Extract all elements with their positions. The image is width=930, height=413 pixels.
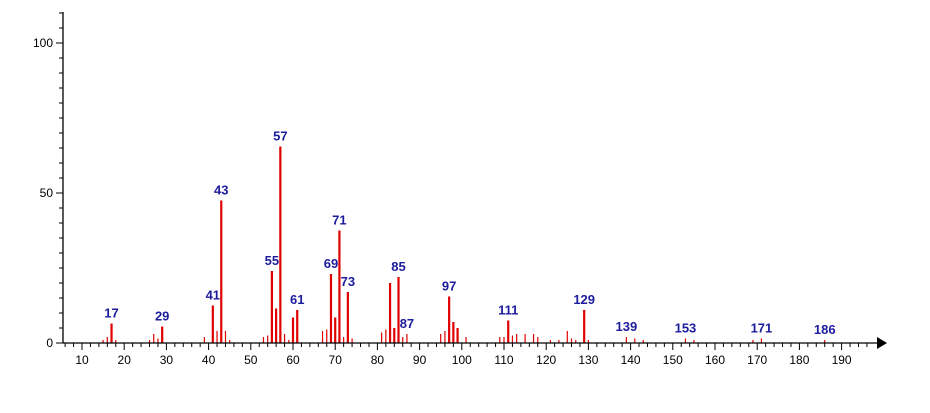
x-tick-label: 70: [329, 353, 343, 367]
x-tick-label: 60: [286, 353, 300, 367]
x-tick-label: 120: [536, 353, 556, 367]
axes-layer: 0 50 100 10 20 30 40 50 60 70 80 90 100 110 120 130 140 1…: [33, 12, 887, 367]
x-tick-label: 40: [202, 353, 216, 367]
x-tick-label: 50: [244, 353, 258, 367]
peak-label: 171: [751, 321, 773, 336]
x-tick-label: 190: [832, 353, 852, 367]
peak-label: 17: [104, 306, 118, 321]
x-tick-label: 110: [494, 353, 513, 367]
x-tick-label: 30: [160, 353, 174, 367]
peak-label: 139: [616, 319, 638, 334]
peak-label: 129: [573, 292, 595, 307]
bars-layer: [102, 146, 826, 343]
peak-label: 111: [498, 303, 518, 318]
peak-label: 71: [332, 213, 346, 228]
peak-labels-layer: 17 29 41 43 55 57 61 69 71 73 85 87 97 111 129 139 153 17…: [104, 129, 835, 338]
peak-label: 69: [324, 256, 338, 271]
x-tick-label: 150: [663, 353, 683, 367]
peak-label: 87: [400, 316, 414, 331]
x-tick-label: 180: [789, 353, 809, 367]
peak-label: 73: [341, 274, 355, 289]
x-tick-label: 20: [118, 353, 132, 367]
y-tick-label: 50: [40, 186, 54, 200]
peak-label: 55: [265, 253, 279, 268]
x-tick-label: 160: [705, 353, 725, 367]
y-tick-label: 0: [46, 336, 53, 350]
x-tick-label: 90: [413, 353, 427, 367]
x-tick-label: 100: [452, 353, 472, 367]
x-tick-label: 10: [75, 353, 89, 367]
y-tick-label: 100: [33, 36, 53, 50]
peak-label: 85: [391, 259, 405, 274]
peak-label: 61: [290, 292, 304, 307]
peak-label: 153: [675, 321, 697, 336]
x-tick-label: 80: [371, 353, 385, 367]
x-tick-label: 130: [578, 353, 598, 367]
peak-label: 186: [814, 322, 836, 337]
peak-label: 43: [214, 183, 228, 198]
peak-label: 57: [273, 129, 287, 144]
x-tick-label: 140: [621, 353, 641, 367]
peak-label: 97: [442, 279, 456, 294]
peak-label: 41: [206, 288, 220, 303]
peak-label: 29: [155, 309, 169, 324]
x-tick-label: 170: [747, 353, 767, 367]
